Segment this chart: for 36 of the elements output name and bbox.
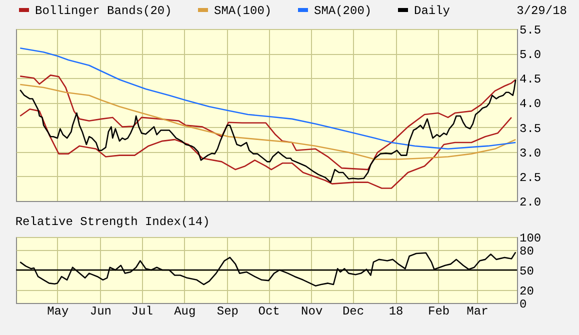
- y-tick-label: 3.5: [520, 122, 542, 136]
- y-tick-label: 4.5: [520, 72, 542, 87]
- y-tick-label: 100: [520, 232, 542, 246]
- y-tick-label: 2.0: [520, 196, 542, 210]
- y-tick-label: 5.0: [520, 48, 542, 62]
- x-tick-label: May: [47, 304, 69, 318]
- x-tick-label: Jun: [90, 304, 112, 318]
- y-tick-label: 5.5: [520, 24, 542, 38]
- y-tick-label: 80: [520, 244, 534, 259]
- x-tick-label: Nov: [301, 304, 323, 318]
- y-tick-label: 4.0: [520, 97, 542, 112]
- x-tick-label: Dec: [342, 304, 364, 318]
- legend-label: Daily: [414, 4, 450, 18]
- line-series: [19, 108, 512, 189]
- line-series: [19, 48, 516, 150]
- line-series: [19, 84, 516, 160]
- chart-title: Relative Strength Index(14): [15, 215, 210, 229]
- legend-label: Bollinger Bands(20): [35, 4, 172, 18]
- x-tick-label: Mar: [466, 304, 488, 318]
- line-series: [19, 252, 516, 286]
- x-tick-label: Sep: [216, 304, 238, 318]
- x-tick-label: 18: [388, 304, 404, 318]
- y-tick-label: 0: [520, 298, 527, 312]
- legend-label: SMA(100): [214, 4, 272, 18]
- line-series: [19, 74, 516, 170]
- y-tick-label: 20: [520, 284, 534, 298]
- x-tick-label: Oct: [258, 304, 280, 318]
- text: 3/29/18: [516, 4, 567, 18]
- legend-label: SMA(200): [314, 4, 372, 18]
- y-tick-label: 3.0: [520, 146, 542, 160]
- x-tick-label: Jul: [131, 304, 153, 318]
- line-series: [19, 78, 516, 183]
- y-tick-label: 50: [520, 264, 534, 278]
- y-tick-label: 2.5: [520, 170, 542, 185]
- x-tick-label: Aug: [174, 304, 196, 318]
- x-tick-label: Feb: [428, 304, 450, 318]
